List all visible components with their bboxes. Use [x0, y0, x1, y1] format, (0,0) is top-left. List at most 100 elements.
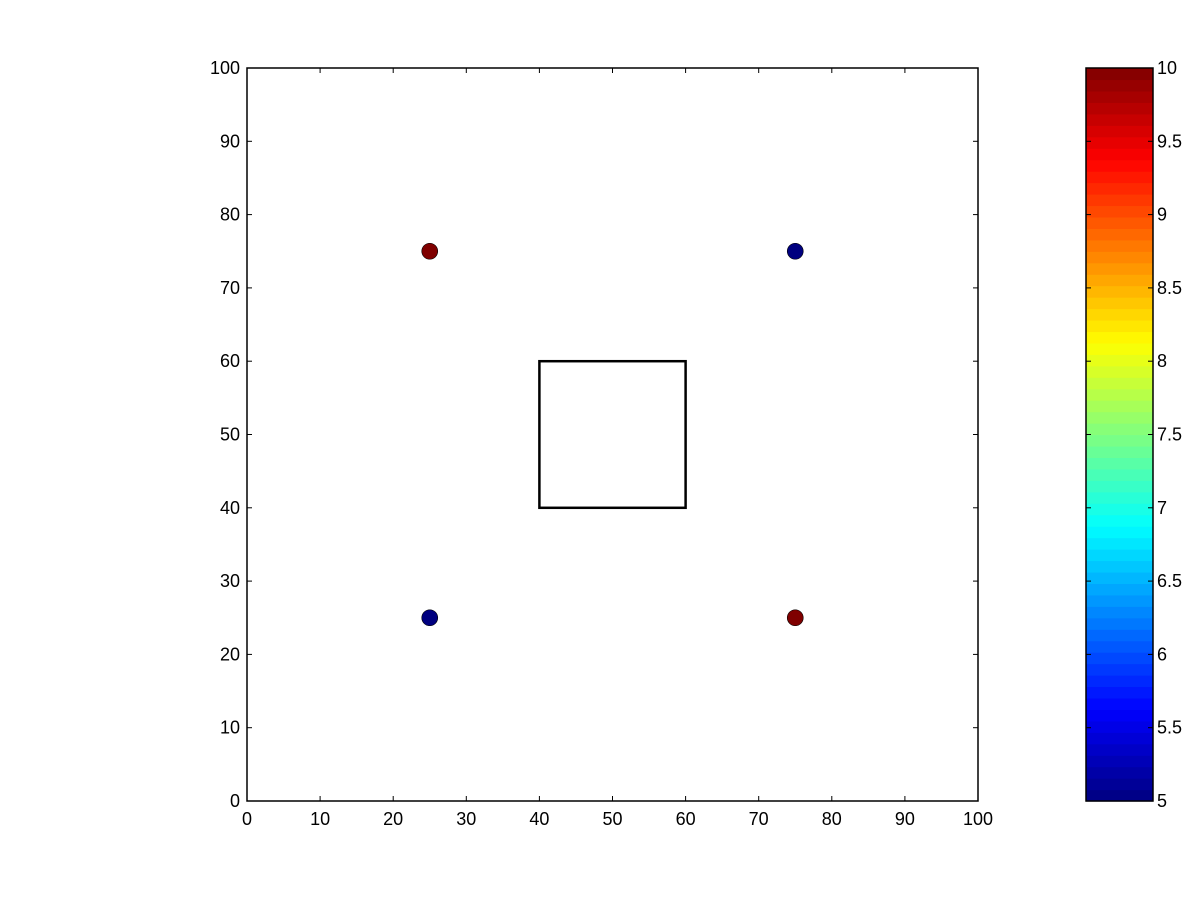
colorbar-segment	[1086, 377, 1153, 390]
x-tick-label: 20	[383, 809, 403, 829]
colorbar-segment	[1086, 228, 1153, 241]
colorbar-segment	[1086, 434, 1153, 447]
scatter-point	[786, 242, 804, 260]
colorbar-segment	[1086, 251, 1153, 264]
x-tick-label: 10	[310, 809, 330, 829]
colorbar-segment	[1086, 79, 1153, 92]
x-tick-label: 40	[529, 809, 549, 829]
colorbar-segment	[1086, 686, 1153, 699]
y-tick-label: 90	[220, 131, 240, 151]
x-tick-label: 70	[749, 809, 769, 829]
colorbar-segment	[1086, 171, 1153, 184]
colorbar-segment	[1086, 755, 1153, 768]
y-tick-label: 10	[220, 718, 240, 738]
colorbar-tick-label: 6.5	[1157, 571, 1182, 591]
colorbar-segment	[1086, 594, 1153, 607]
colorbar-segment	[1086, 90, 1153, 103]
colorbar-segment	[1086, 480, 1153, 493]
x-tick-label: 100	[963, 809, 993, 829]
colorbar-segment	[1086, 148, 1153, 161]
colorbar-segment	[1086, 778, 1153, 791]
plot-area: 0 10 20 30 40 50 60 70 80 90 100 0 10 20 30 40 50 60 70 80 9…	[210, 58, 993, 829]
y-tick-label: 0	[230, 791, 240, 811]
colorbar-segment	[1086, 262, 1153, 275]
colorbar-tick-label: 9.5	[1157, 131, 1182, 151]
colorbar-segment	[1086, 491, 1153, 504]
x-tick-label: 90	[895, 809, 915, 829]
colorbar-segment	[1086, 720, 1153, 733]
colorbar-segment	[1086, 549, 1153, 562]
colorbar-segment	[1086, 423, 1153, 436]
colorbar-segment	[1086, 274, 1153, 287]
colorbar-segment	[1086, 125, 1153, 138]
colorbar-tick-label: 10	[1157, 58, 1177, 78]
x-tick-label: 50	[602, 809, 622, 829]
colorbar-segment	[1086, 503, 1153, 516]
colorbar-segment	[1086, 617, 1153, 630]
colorbar-segment	[1086, 457, 1153, 470]
colorbar-segment	[1086, 400, 1153, 413]
colorbar-segment	[1086, 526, 1153, 539]
colorbar-segment	[1086, 388, 1153, 401]
x-tick-label: 0	[242, 809, 252, 829]
y-tick-label: 20	[220, 644, 240, 664]
colorbar-segment	[1086, 411, 1153, 424]
colorbar-segment	[1086, 182, 1153, 195]
colorbar-segment	[1086, 102, 1153, 115]
colorbar-tick-label: 7.5	[1157, 425, 1182, 445]
colorbar-segment	[1086, 136, 1153, 149]
colorbar-segment	[1086, 789, 1153, 802]
colorbar-segment	[1086, 697, 1153, 710]
colorbar-segment	[1086, 113, 1153, 126]
y-tick-label: 80	[220, 205, 240, 225]
colorbar-segment	[1086, 205, 1153, 218]
colorbar-tick-label: 7	[1157, 498, 1167, 518]
colorbar-segment	[1086, 319, 1153, 333]
scatter-point	[786, 609, 804, 627]
colorbar-segment	[1086, 216, 1153, 229]
colorbar-segment	[1086, 365, 1153, 378]
colorbar-segment	[1086, 308, 1153, 321]
square-outline	[538, 359, 687, 510]
colorbar-segment	[1086, 537, 1153, 550]
colorbar-segment	[1086, 766, 1153, 779]
y-tick-label: 70	[220, 278, 240, 298]
colorbar-segment	[1086, 560, 1153, 573]
colorbar-segment	[1086, 445, 1153, 459]
colorbar-segment	[1086, 583, 1153, 596]
scatter-point	[421, 242, 439, 260]
colorbar-segment	[1086, 640, 1153, 653]
colorbar-segment	[1086, 342, 1153, 355]
colorbar-segment	[1086, 354, 1153, 367]
colorbar-tick-label: 5	[1157, 791, 1167, 811]
colorbar-segment	[1086, 709, 1153, 722]
colorbar-tick-label: 8.5	[1157, 278, 1182, 298]
colorbar-segment	[1086, 606, 1153, 619]
colorbar-segment	[1086, 652, 1153, 665]
y-tick-label: 40	[220, 498, 240, 518]
x-tick-label: 80	[822, 809, 842, 829]
y-tick-label: 60	[220, 351, 240, 371]
colorbar-segment	[1086, 675, 1153, 688]
colorbar: 5 5.5 6 6.5 7 7.5 8 8.5 9 9.5 10	[1085, 58, 1182, 811]
colorbar-segment	[1086, 331, 1153, 344]
colorbar-tick-label: 8	[1157, 351, 1167, 371]
colorbar-tick-label: 5.5	[1157, 718, 1182, 738]
colorbar-segment	[1086, 239, 1153, 252]
colorbar-segment	[1086, 68, 1153, 81]
scatter-point	[421, 609, 439, 627]
y-tick-label: 50	[220, 425, 240, 445]
x-tick-label: 30	[456, 809, 476, 829]
colorbar-segment	[1086, 468, 1153, 481]
x-tick-label: 60	[676, 809, 696, 829]
colorbar-segment	[1086, 571, 1153, 584]
colorbar-segment	[1086, 629, 1153, 642]
colorbar-segment	[1086, 159, 1153, 172]
colorbar-segment	[1086, 193, 1153, 207]
colorbar-segment	[1086, 663, 1153, 676]
colorbar-segment	[1086, 514, 1153, 527]
colorbar-segment	[1086, 297, 1153, 310]
colorbar-segment	[1086, 743, 1153, 756]
